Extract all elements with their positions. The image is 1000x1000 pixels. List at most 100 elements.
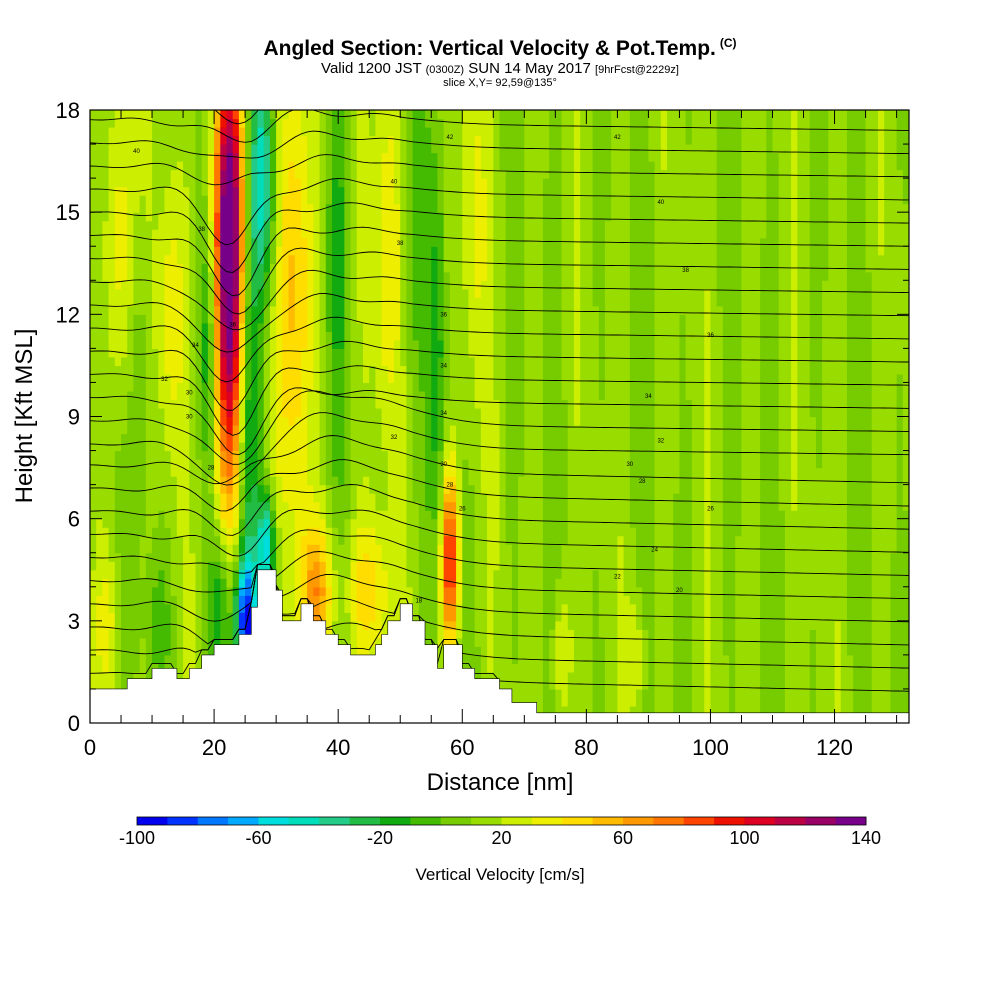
- velocity-cell: [474, 535, 482, 545]
- velocity-cell: [282, 288, 290, 298]
- velocity-cell: [319, 501, 327, 511]
- velocity-cell: [375, 510, 383, 520]
- velocity-cell: [269, 527, 277, 537]
- velocity-cell: [133, 246, 141, 256]
- velocity-cell: [294, 220, 302, 230]
- velocity-cell: [176, 569, 184, 579]
- velocity-cell: [195, 407, 203, 418]
- velocity-cell: [369, 493, 376, 503]
- velocity-cell: [176, 586, 184, 596]
- velocity-cell: [263, 416, 271, 426]
- velocity-cell: [176, 297, 184, 307]
- velocity-cell: [133, 348, 141, 358]
- velocity-cell: [226, 263, 234, 273]
- velocity-cell: [232, 476, 240, 486]
- velocity-cell: [387, 237, 395, 247]
- velocity-cell: [381, 229, 389, 239]
- velocity-cell: [114, 416, 122, 426]
- velocity-cell: [499, 493, 507, 503]
- velocity-cell: [493, 663, 501, 673]
- velocity-cell: [133, 544, 141, 554]
- velocity-cell: [319, 135, 327, 145]
- velocity-cell: [331, 110, 339, 120]
- velocity-cell: [313, 203, 321, 213]
- velocity-cell: [443, 578, 451, 588]
- velocity-cell: [511, 629, 519, 639]
- velocity-cell: [133, 407, 141, 418]
- velocity-cell: [418, 612, 426, 622]
- velocity-cell: [121, 305, 128, 315]
- velocity-cell: [238, 348, 246, 358]
- velocity-cell: [412, 339, 420, 349]
- velocity-cell: [387, 110, 395, 120]
- velocity-cell: [468, 595, 476, 605]
- velocity-cell: [90, 254, 97, 264]
- velocity-cell: [288, 561, 296, 571]
- velocity-cell: [518, 561, 525, 571]
- velocity-cell: [505, 382, 513, 392]
- velocity-cell: [511, 271, 519, 281]
- velocity-cell: [456, 288, 463, 298]
- velocity-cell: [505, 263, 513, 273]
- velocity-cell: [133, 127, 141, 137]
- velocity-cell: [505, 144, 513, 154]
- velocity-cell: [437, 229, 445, 239]
- velocity-cell: [443, 586, 451, 596]
- velocity-cell: [164, 510, 172, 520]
- velocity-cell: [456, 246, 463, 256]
- velocity-cell: [257, 280, 265, 290]
- velocity-cell: [158, 416, 166, 426]
- velocity-cell: [226, 127, 234, 137]
- velocity-cell: [468, 527, 476, 537]
- velocity-cell: [511, 169, 519, 179]
- velocity-cell: [276, 271, 283, 281]
- velocity-cell: [369, 467, 376, 477]
- velocity-cell: [158, 544, 166, 554]
- velocity-cell: [319, 561, 327, 571]
- velocity-cell: [400, 442, 408, 452]
- velocity-cell: [493, 646, 501, 656]
- velocity-cell: [189, 433, 197, 443]
- velocity-cell: [468, 493, 476, 503]
- velocity-cell: [493, 654, 501, 664]
- chart-title-text: Angled Section: Vertical Velocity & Pot.…: [263, 37, 716, 60]
- velocity-cell: [425, 518, 432, 528]
- velocity-cell: [220, 629, 228, 639]
- velocity-cell: [232, 552, 240, 562]
- velocity-cell: [375, 237, 383, 247]
- velocity-cell: [127, 561, 135, 571]
- velocity-cell: [356, 399, 364, 409]
- velocity-cell: [207, 425, 215, 435]
- velocity-cell: [437, 510, 445, 520]
- velocity-cell: [195, 169, 203, 179]
- velocity-cell: [418, 237, 426, 247]
- velocity-cell: [418, 144, 426, 154]
- velocity-cell: [425, 365, 432, 375]
- velocity-cell: [356, 331, 364, 341]
- velocity-cell: [238, 178, 246, 188]
- velocity-cell: [195, 654, 203, 664]
- velocity-cell: [356, 246, 364, 256]
- velocity-cell: [201, 637, 209, 647]
- velocity-cell: [220, 263, 228, 273]
- velocity-cell: [499, 365, 507, 375]
- velocity-cell: [406, 484, 414, 494]
- velocity-cell: [480, 595, 488, 605]
- velocity-cell: [474, 382, 482, 392]
- velocity-cell: [170, 493, 178, 503]
- velocity-cell: [164, 595, 172, 605]
- velocity-cell: [350, 450, 358, 460]
- velocity-cell: [145, 527, 153, 537]
- velocity-cell: [263, 365, 271, 375]
- velocity-cell: [114, 382, 122, 392]
- velocity-cell: [412, 297, 420, 307]
- velocity-cell: [133, 169, 141, 179]
- velocity-cell: [294, 442, 302, 452]
- velocity-cell: [294, 288, 302, 298]
- velocity-cell: [139, 288, 147, 298]
- velocity-cell: [375, 331, 383, 341]
- velocity-cell: [443, 110, 451, 120]
- velocity-cell: [114, 578, 122, 588]
- velocity-cell: [344, 620, 352, 630]
- velocity-cell: [456, 339, 463, 349]
